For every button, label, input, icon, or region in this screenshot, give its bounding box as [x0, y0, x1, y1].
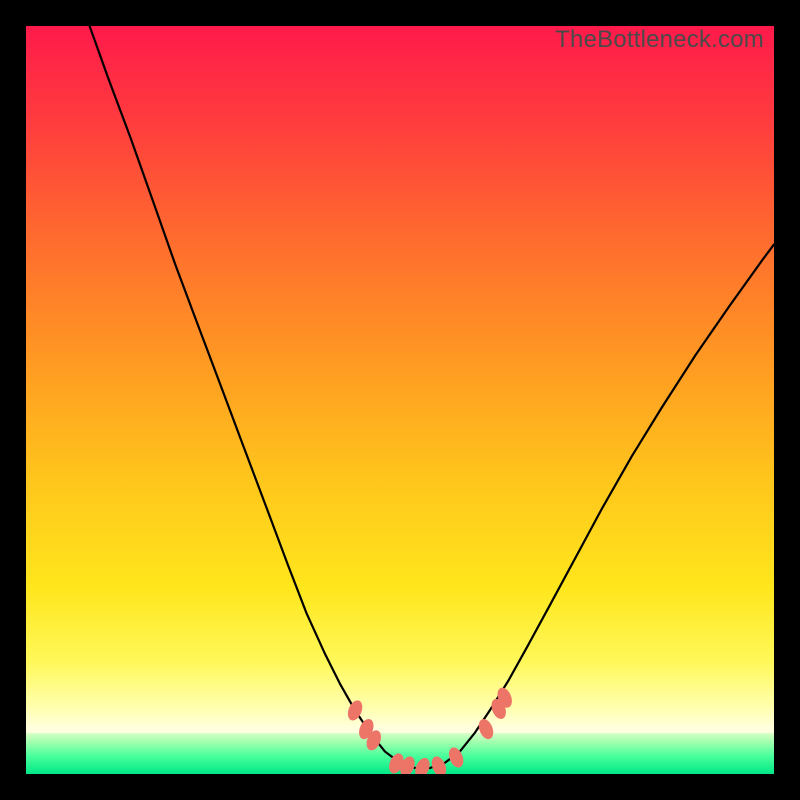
curve-path [90, 26, 774, 768]
curve-marker [477, 718, 496, 741]
chart-frame: TheBottleneck.com [0, 0, 800, 800]
watermark-text: TheBottleneck.com [555, 26, 764, 54]
curve-marker [430, 755, 449, 774]
bottleneck-curve [26, 26, 774, 774]
plot-area: TheBottleneck.com [26, 26, 774, 774]
curve-marker [413, 756, 432, 774]
